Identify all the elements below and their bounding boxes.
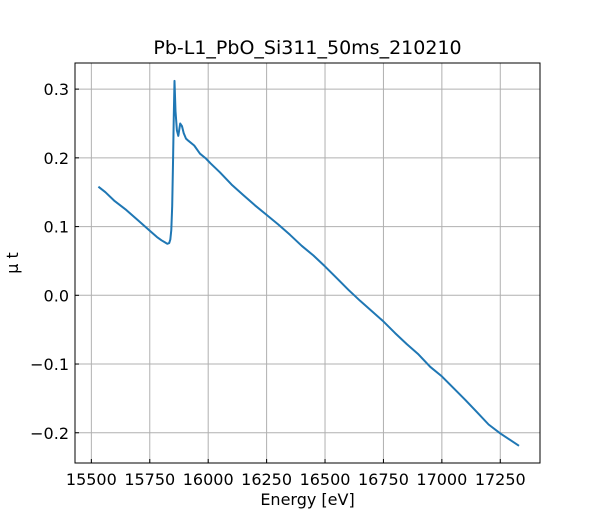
x-tick-labels: 15500 15750 16000 16250 16500 16750 17000 17250	[66, 470, 526, 489]
ticks	[75, 88, 501, 463]
x-tick-label: 16500	[300, 470, 351, 489]
y-tick-label: 0.3	[44, 80, 69, 99]
x-tick-label: 16000	[183, 470, 234, 489]
x-tick-label: 17250	[475, 470, 526, 489]
x-tick-label: 15500	[66, 470, 117, 489]
y-tick-label: 0.0	[44, 286, 69, 305]
y-tick-label: −0.2	[30, 424, 69, 443]
x-tick-label: 16250	[241, 470, 292, 489]
x-axis-label: Energy [eV]	[260, 490, 354, 509]
series-line	[97, 79, 520, 447]
series-layer	[97, 79, 520, 447]
x-tick-label: 15750	[124, 470, 175, 489]
chart-title: Pb-L1_PbO_Si311_50ms_210210	[153, 37, 461, 59]
y-tick-label: −0.1	[30, 355, 69, 374]
grid	[75, 63, 540, 463]
plot-frame	[74, 62, 541, 464]
y-tick-label: 0.2	[44, 149, 69, 168]
y-tick-label: 0.1	[44, 218, 69, 237]
x-tick-label: 17000	[416, 470, 467, 489]
x-tick-label: 16750	[358, 470, 409, 489]
y-tick-labels: −0.2 −0.1 0.0 0.1 0.2 0.3	[30, 80, 69, 443]
y-axis-label: μ t	[3, 252, 22, 274]
